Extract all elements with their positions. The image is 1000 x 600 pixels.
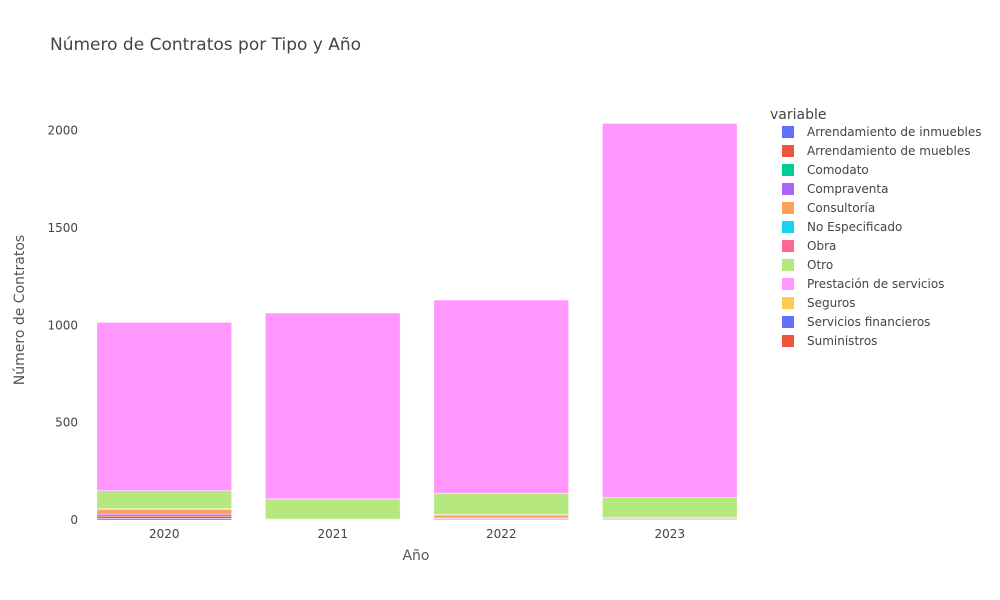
y-tick-label: 1500 (47, 221, 78, 235)
y-tick-label: 500 (55, 416, 78, 430)
legend-swatch (782, 126, 794, 138)
legend-swatch (782, 259, 794, 271)
bar-segment-2023-7 (602, 497, 738, 518)
bar-segment-2022-8 (433, 299, 569, 494)
legend-title: variable (770, 107, 826, 123)
bar-segment-2021-8 (265, 312, 401, 500)
x-tick-label: 2021 (317, 527, 348, 541)
legend-swatch (782, 278, 794, 290)
legend-label: Comodato (807, 163, 869, 177)
legend-swatch (782, 145, 794, 157)
legend-swatch (782, 164, 794, 176)
y-tick-label: 2000 (47, 124, 78, 138)
x-tick-label: 2023 (654, 527, 685, 541)
legend-swatch (782, 183, 794, 195)
legend-label: Servicios financieros (807, 315, 930, 329)
legend-swatch (782, 297, 794, 309)
legend-swatch (782, 202, 794, 214)
legend-swatch (782, 221, 794, 233)
y-tick-label: 0 (70, 513, 78, 527)
bar-segment-2020-7 (96, 490, 232, 509)
y-axis-ticks: 0 500 1000 1500 2000 (47, 124, 78, 527)
legend-label: No Especificado (807, 220, 902, 234)
legend-label: Arrendamiento de inmuebles (807, 125, 981, 139)
legend-label: Consultoría (807, 201, 875, 215)
bar-segment-2023-8 (602, 123, 738, 498)
legend-label: Prestación de servicios (807, 277, 944, 291)
x-tick-label: 2020 (149, 527, 180, 541)
legend-swatch (782, 316, 794, 328)
bar-segment-2020-3 (96, 513, 232, 517)
y-tick-label: 1000 (47, 318, 78, 332)
legend-label: Seguros (807, 296, 856, 310)
bar-segment-2021-7 (265, 498, 401, 520)
legend-label: Arrendamiento de muebles (807, 144, 971, 158)
legend-label: Suministros (807, 334, 877, 348)
x-axis-ticks: 2020 2021 2022 2023 (149, 527, 685, 541)
plot-area (96, 123, 738, 521)
bar-segment-2022-7 (433, 492, 569, 515)
legend: variable Arrendamiento de inmuebles Arren… (770, 107, 981, 348)
legend-swatch (782, 335, 794, 347)
chart-title: Número de Contratos por Tipo y Año (50, 35, 361, 55)
legend-label: Compraventa (807, 182, 888, 196)
bar-segment-2020-8 (96, 322, 232, 492)
y-axis-title: Número de Contratos (12, 235, 28, 385)
bar-segment-2022-4 (433, 514, 569, 518)
x-tick-label: 2022 (486, 527, 517, 541)
legend-swatch (782, 240, 794, 252)
x-axis-title: Año (402, 548, 429, 564)
bar-segment-2020-4 (96, 509, 232, 515)
bar-segment-2020-1 (96, 515, 232, 519)
legend-label: Otro (807, 258, 833, 272)
legend-label: Obra (807, 239, 836, 253)
